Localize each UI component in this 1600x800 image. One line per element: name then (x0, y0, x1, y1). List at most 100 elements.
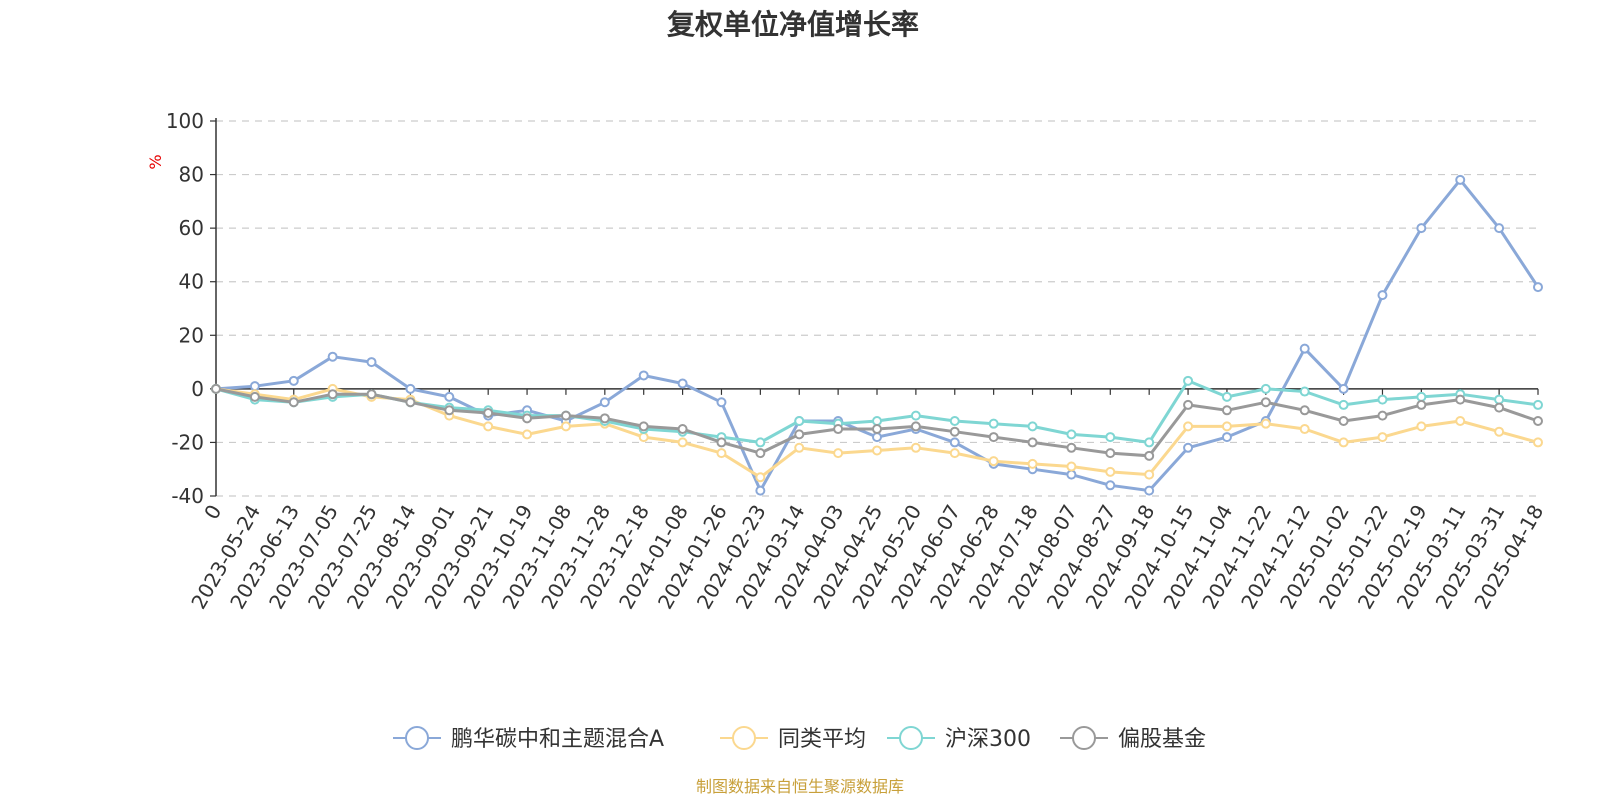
data-point (1299, 424, 1310, 435)
data-point (1338, 437, 1349, 448)
data-point (949, 426, 960, 437)
y-tick-label: -20 (171, 430, 204, 454)
legend-item-1[interactable]: 同类平均 (720, 726, 866, 752)
data-point (872, 424, 882, 435)
data-point (1416, 223, 1427, 234)
data-point (444, 391, 455, 402)
data-point (1338, 416, 1349, 426)
data-point (366, 357, 377, 368)
data-point (1221, 405, 1232, 416)
y-tick-label: 20 (179, 323, 204, 347)
data-point (833, 448, 844, 459)
data-point (755, 448, 766, 459)
legend-marker (405, 726, 429, 750)
data-point (949, 448, 960, 459)
data-point (1027, 458, 1038, 469)
data-point (1183, 442, 1194, 453)
legend-marker (732, 726, 756, 750)
legend-label: 鹏华碳中和主题混合A (451, 727, 664, 752)
data-point (1494, 223, 1505, 234)
chart-title: 复权单位净值增长率 (667, 8, 919, 41)
data-point (910, 442, 921, 453)
data-point (910, 421, 921, 432)
data-point (211, 383, 221, 394)
data-point (1377, 394, 1388, 405)
legend-item-0[interactable]: 鹏华碳中和主题混合A (393, 726, 664, 752)
y-tick-label: 40 (179, 270, 204, 294)
data-point (288, 375, 299, 386)
data-point (1494, 426, 1505, 437)
data-point (599, 413, 610, 424)
data-point (1183, 421, 1194, 432)
data-point (1105, 448, 1116, 459)
data-point (1260, 383, 1271, 394)
data-point (1455, 174, 1466, 185)
data-point (1377, 432, 1388, 443)
data-point (1066, 469, 1077, 480)
data-point (638, 432, 649, 443)
data-point (1455, 416, 1466, 426)
data-point (1533, 282, 1543, 293)
y-tick-label: 80 (179, 163, 204, 187)
data-point (1299, 386, 1310, 397)
legend-item-2[interactable]: 沪深300 (887, 726, 1031, 752)
data-point (1183, 375, 1194, 386)
data-point (1260, 397, 1271, 408)
data-point (1105, 480, 1116, 491)
data-point (1416, 399, 1427, 410)
data-point (405, 383, 416, 394)
data-point (1144, 450, 1155, 461)
y-ticks: 100 80 60 40 20 0 -20 -40 (166, 109, 217, 508)
data-point (1221, 421, 1232, 432)
data-point (1066, 461, 1077, 472)
data-point (249, 381, 260, 392)
data-point (1144, 437, 1155, 448)
y-tick-label: 0 (191, 377, 204, 401)
data-point (949, 437, 960, 448)
data-point (910, 410, 921, 421)
data-point (1066, 429, 1077, 440)
data-point (1533, 437, 1543, 448)
source-note: 制图数据来自恒生聚源数据库 (696, 777, 904, 796)
y-tick-label: 60 (179, 216, 204, 240)
data-point (988, 432, 999, 443)
data-point (949, 416, 960, 426)
data-point (716, 397, 727, 408)
data-point (560, 421, 571, 432)
x-tick-label: 0 (199, 501, 226, 524)
data-point (1066, 442, 1077, 453)
data-point (1144, 469, 1155, 480)
data-point (794, 416, 805, 426)
series-lines (211, 174, 1543, 496)
data-point (1338, 399, 1349, 410)
data-point (1260, 418, 1271, 429)
data-point (1105, 432, 1116, 443)
data-point (755, 485, 766, 496)
data-point (1027, 437, 1038, 448)
data-point (366, 389, 377, 400)
data-point (833, 424, 844, 435)
legend[interactable]: 鹏华碳中和主题混合A 同类平均 沪深300 偏股基金 (393, 726, 1206, 752)
data-point (988, 456, 999, 467)
data-point (1377, 290, 1388, 301)
data-point (638, 421, 649, 432)
data-point (249, 391, 260, 402)
data-point (1221, 432, 1232, 443)
legend-marker (899, 726, 923, 750)
data-point (1027, 421, 1038, 432)
data-point (1183, 399, 1194, 410)
data-point (1494, 402, 1505, 413)
legend-item-3[interactable]: 偏股基金 (1060, 726, 1206, 752)
data-point (483, 407, 494, 418)
data-point (1494, 394, 1505, 405)
data-point (560, 410, 571, 421)
data-point (1455, 394, 1466, 405)
data-point (1299, 405, 1310, 416)
data-point (794, 442, 805, 453)
data-point (1105, 466, 1116, 477)
data-point (1338, 383, 1349, 394)
data-point (677, 437, 688, 448)
data-point (405, 397, 416, 408)
data-point (716, 437, 727, 448)
